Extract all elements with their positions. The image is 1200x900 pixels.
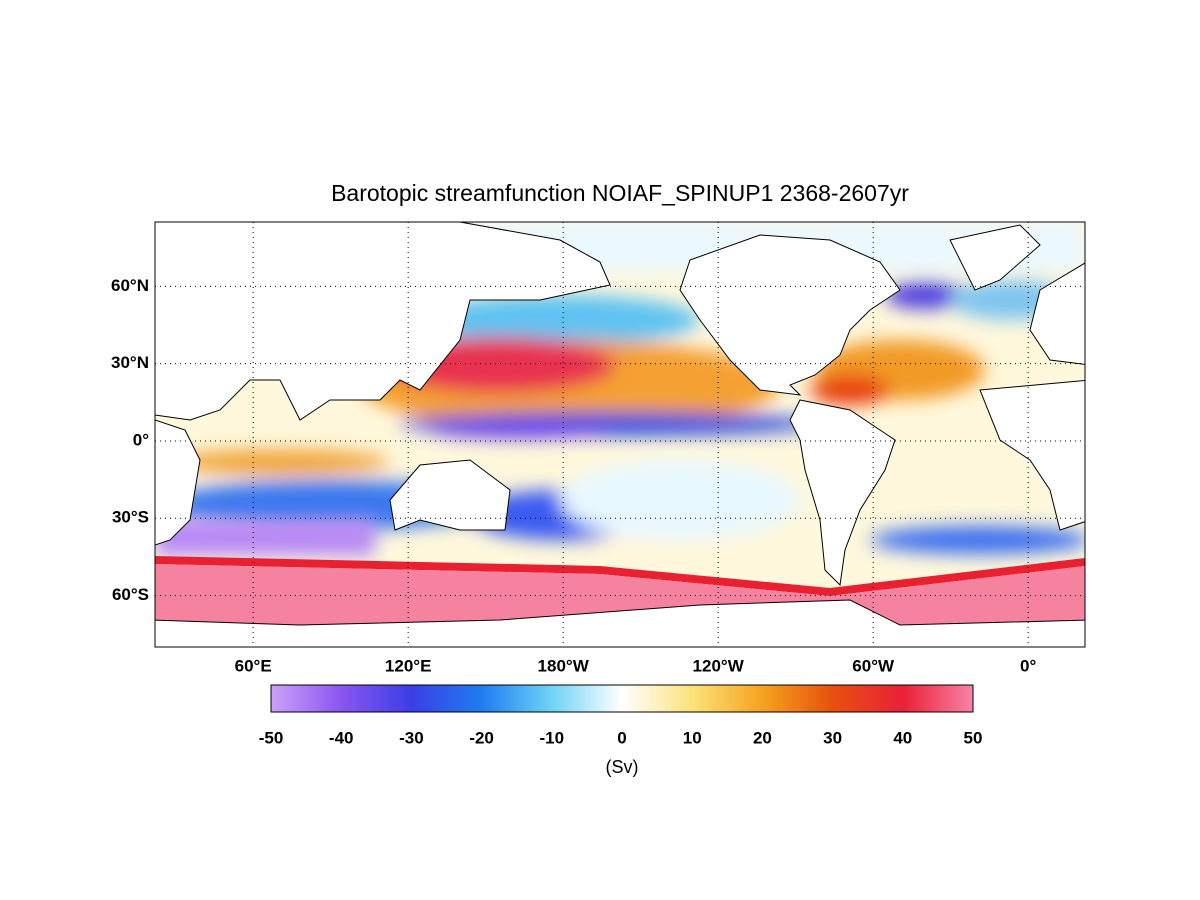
lat-tick-label: 60°N	[111, 276, 149, 295]
colorbar-tick-label: -20	[469, 728, 494, 747]
colorbar-tick-label: 20	[753, 728, 772, 747]
colorbar-tick-label: -10	[540, 728, 565, 747]
title: Barotopic streamfunction NOIAF_SPINUP1 2…	[331, 180, 909, 206]
colorbar-tick-label: -40	[329, 728, 354, 747]
colorbar-label: (Sv)	[606, 757, 639, 777]
map-frame	[154, 221, 1086, 648]
lon-tick-label: 180°W	[538, 656, 590, 675]
lat-tick-label: 0°	[133, 430, 149, 449]
lon-tick-label: 0°	[1020, 656, 1036, 675]
lon-tick-label: 120°E	[385, 656, 432, 675]
colorbar-tick-label: 50	[964, 728, 983, 747]
colorbar-tick-label: 30	[823, 728, 842, 747]
graticule	[155, 222, 1085, 647]
colorbar	[270, 684, 974, 713]
colorbar-tick-label: 40	[893, 728, 912, 747]
colorbar-tick-label: 0	[617, 728, 626, 747]
lon-tick-label: 60°W	[852, 656, 895, 675]
lat-tick-label: 30°N	[111, 353, 149, 372]
colorbar-tick-label: 10	[683, 728, 702, 747]
lon-tick-label: 120°W	[693, 656, 745, 675]
lat-tick-label: 30°S	[112, 508, 149, 527]
colorbar-tick-label: -30	[399, 728, 424, 747]
field	[155, 222, 1085, 647]
colorbar-tick-label: -50	[259, 728, 284, 747]
lat-tick-label: 60°S	[112, 585, 149, 604]
lon-tick-label: 60°E	[235, 656, 272, 675]
